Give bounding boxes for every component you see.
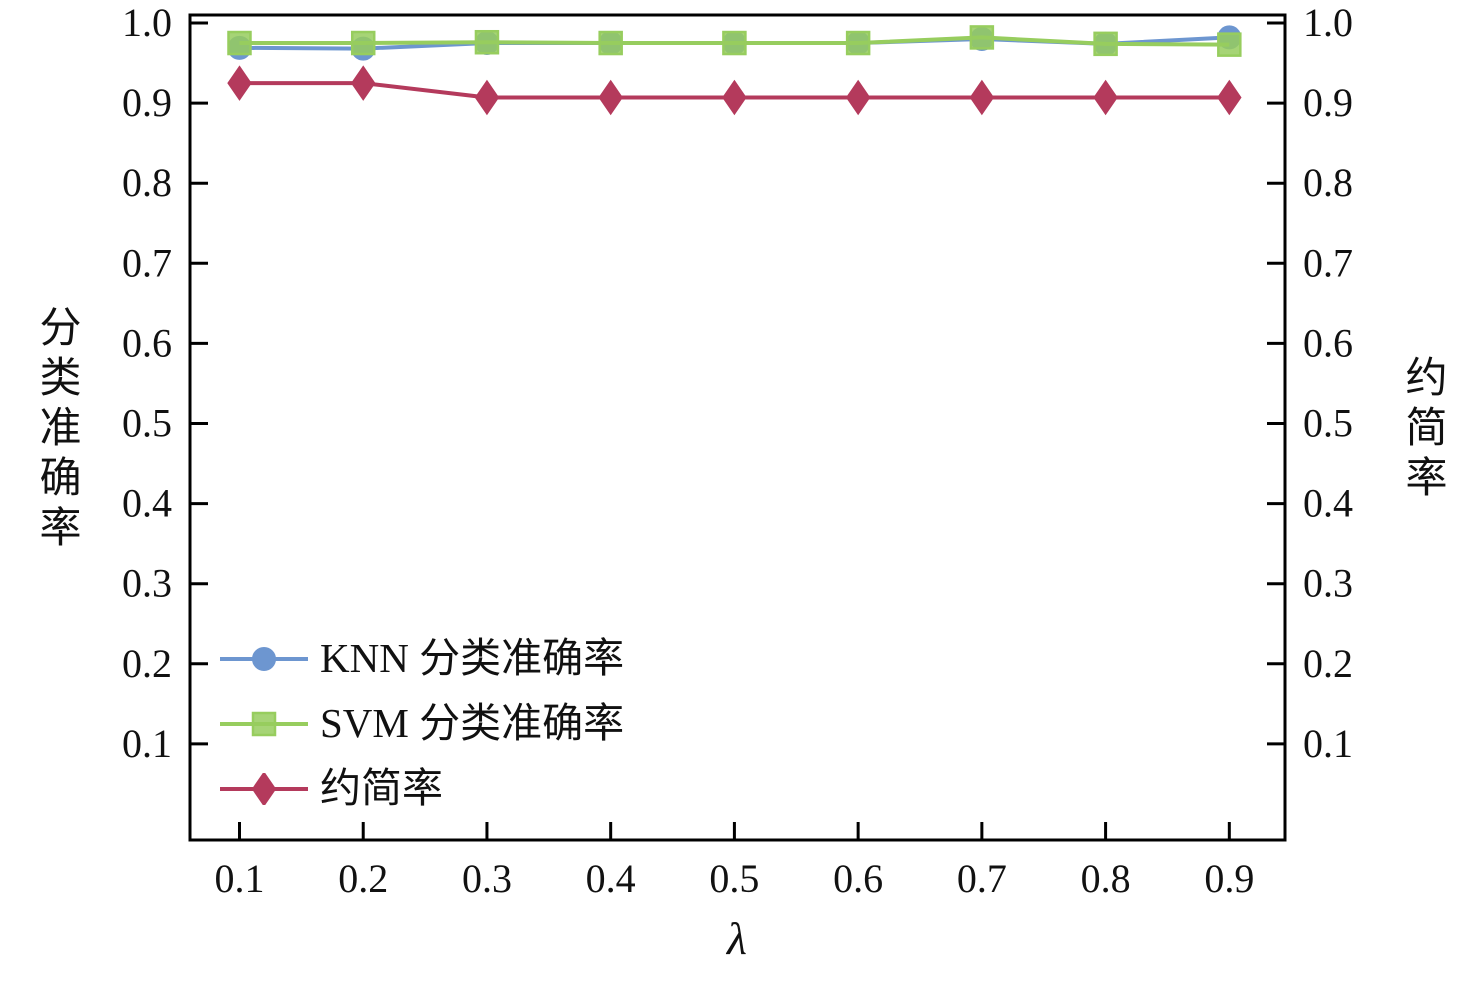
svg-text:0.9: 0.9 (122, 80, 172, 125)
svg-text:0.7: 0.7 (1303, 240, 1353, 285)
legend-item-svm: SVM 分类准确率 (218, 691, 624, 756)
svg-text:0.7: 0.7 (122, 240, 172, 285)
svg-text:0.4: 0.4 (122, 481, 172, 526)
svg-text:0.1: 0.1 (1303, 721, 1353, 766)
svg-text:0.8: 0.8 (1303, 160, 1353, 205)
svg-text:0.7: 0.7 (957, 856, 1007, 901)
svg-text:0.8: 0.8 (1081, 856, 1131, 901)
legend-marker-svm-square-icon (220, 711, 308, 736)
svg-text:0.2: 0.2 (1303, 641, 1353, 686)
legend-label-knn: KNN 分类准确率 (320, 635, 625, 681)
svg-text:0.3: 0.3 (1303, 561, 1353, 606)
svg-text:1.0: 1.0 (122, 0, 172, 45)
legend-item-knn: KNN 分类准确率 (218, 626, 624, 691)
svg-text:0.9: 0.9 (1204, 856, 1254, 901)
legend-marker-knn-circle-icon (220, 646, 308, 671)
svg-text:0.4: 0.4 (586, 856, 636, 901)
svg-text:0.8: 0.8 (122, 160, 172, 205)
svg-text:0.1: 0.1 (214, 856, 264, 901)
svg-text:0.6: 0.6 (1303, 320, 1353, 365)
x-axis-title: λ (727, 913, 747, 964)
legend-label-reduction: 约简率 (320, 765, 443, 811)
svg-text:0.5: 0.5 (122, 400, 172, 445)
legend-marker-reduction-diamond-icon (220, 772, 308, 805)
svg-text:0.6: 0.6 (122, 320, 172, 365)
svg-text:0.2: 0.2 (122, 641, 172, 686)
svg-text:0.9: 0.9 (1303, 80, 1353, 125)
svg-text:0.4: 0.4 (1303, 481, 1353, 526)
left-axis-title: 分类准确率 (33, 305, 79, 555)
svg-text:0.1: 0.1 (122, 721, 172, 766)
svg-text:0.5: 0.5 (1303, 400, 1353, 445)
svg-text:0.2: 0.2 (338, 856, 388, 901)
legend-item-reduction: 约简率 (218, 756, 624, 821)
legend: KNN 分类准确率 SVM 分类准确率 约简率 (218, 626, 624, 821)
legend-label-svm: SVM 分类准确率 (320, 700, 625, 746)
svg-text:0.3: 0.3 (122, 561, 172, 606)
svg-text:1.0: 1.0 (1303, 0, 1353, 45)
svg-text:0.3: 0.3 (462, 856, 512, 901)
right-axis-title: 约简率 (1399, 355, 1445, 505)
svg-text:0.5: 0.5 (709, 856, 759, 901)
svg-text:0.6: 0.6 (833, 856, 883, 901)
